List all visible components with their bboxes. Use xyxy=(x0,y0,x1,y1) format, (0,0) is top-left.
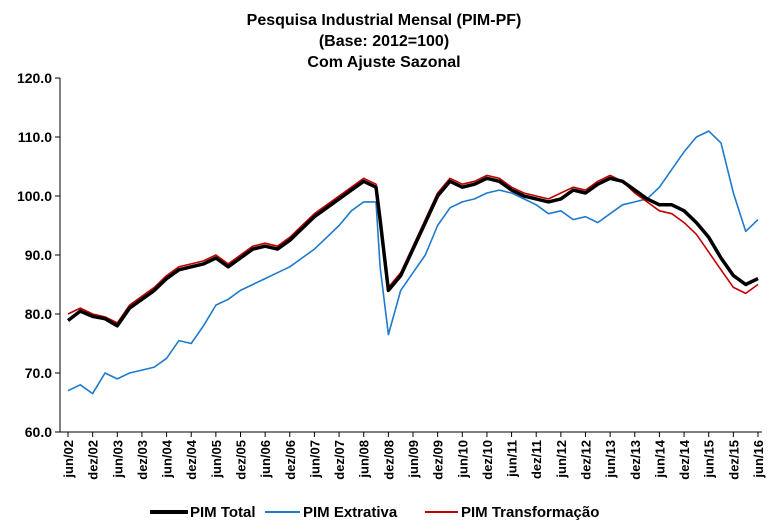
x-tick-label: dez/10 xyxy=(480,440,495,480)
x-tick-label: jun/03 xyxy=(110,440,125,479)
x-tick-label: jun/04 xyxy=(160,439,175,478)
x-tick-label: jun/14 xyxy=(652,439,667,478)
x-tick-label: dez/03 xyxy=(135,440,150,480)
x-tick-label: jun/02 xyxy=(61,440,76,479)
x-tick-label: jun/06 xyxy=(258,440,273,479)
x-tick-label: jun/11 xyxy=(505,440,520,478)
x-tick-label: dez/02 xyxy=(86,440,101,480)
legend-label-pim-total: PIM Total xyxy=(190,504,256,521)
y-tick-label: 80.0 xyxy=(25,306,52,322)
y-tick-label: 70.0 xyxy=(25,365,52,381)
y-tick-label: 110.0 xyxy=(18,129,52,145)
series-line-pim-total xyxy=(66,176,759,328)
x-tick-label: jun/05 xyxy=(209,440,224,479)
x-tick-label: dez/08 xyxy=(381,440,396,480)
legend-label-pim-extrativa: PIM Extrativa xyxy=(303,504,398,521)
x-tick-label: jun/07 xyxy=(307,440,322,479)
x-tick-label: jun/10 xyxy=(455,440,470,479)
x-tick-label: dez/05 xyxy=(234,440,249,480)
x-tick-label: jun/15 xyxy=(702,440,717,479)
x-tick-label: jun/09 xyxy=(406,440,421,479)
y-tick-label: 90.0 xyxy=(25,247,52,263)
y-tick-label: 100.0 xyxy=(17,188,52,204)
x-tick-label: dez/13 xyxy=(628,440,643,480)
x-tick-label: dez/14 xyxy=(677,439,692,480)
chart-title-line-2: (Base: 2012=100) xyxy=(319,33,449,50)
x-tick-label: dez/07 xyxy=(332,440,347,480)
series-line-pim-extrativa xyxy=(67,130,759,395)
y-tick-label: 120.0 xyxy=(17,70,52,86)
x-tick-label: dez/15 xyxy=(726,440,741,480)
chart-title-line-3: Com Ajuste Sazonal xyxy=(307,54,460,71)
x-tick-label: jun/12 xyxy=(554,440,569,479)
x-axis: jun/02 dez/02 jun/03 dez/03 jun/04 dez/04 jun/… xyxy=(60,431,766,480)
y-axis: 60.0 70.0 80.0 90.0 100.0 110.0 120.0 xyxy=(17,70,61,440)
x-tick-label: dez/09 xyxy=(431,440,446,480)
x-tick-label: dez/06 xyxy=(283,440,298,480)
y-tick-label: 60.0 xyxy=(25,424,52,440)
series-lines xyxy=(66,130,759,395)
legend-label-pim-transformacao: PIM Transformação xyxy=(461,504,599,521)
x-tick-label: dez/11 xyxy=(529,440,544,479)
legend: PIM Total PIM Extrativa PIM Transformaçã… xyxy=(150,504,599,521)
x-tick-label: jun/13 xyxy=(603,440,618,479)
x-tick-label: dez/12 xyxy=(579,440,594,480)
x-tick-label: jun/08 xyxy=(357,440,372,479)
x-tick-label: jun/16 xyxy=(751,440,766,479)
chart-title-line-1: Pesquisa Industrial Mensal (PIM-PF) xyxy=(247,12,522,29)
x-tick-label: dez/04 xyxy=(184,439,199,480)
